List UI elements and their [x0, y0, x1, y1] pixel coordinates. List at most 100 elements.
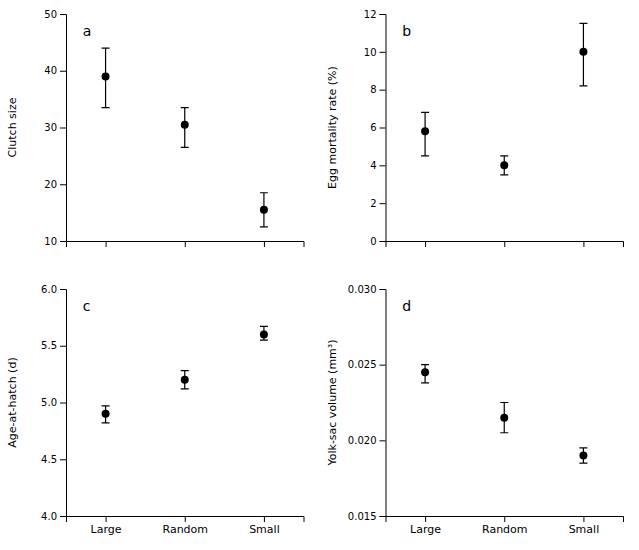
y-tick-label: 20: [44, 179, 57, 190]
error-cap-upper: [579, 23, 587, 24]
error-cap-lower: [260, 226, 268, 227]
x-axis: Large Random Small: [386, 516, 624, 536]
point: [421, 127, 429, 135]
error-cap-lower: [421, 155, 429, 156]
error-cap-upper: [181, 370, 189, 371]
y-tick-label: 2: [370, 198, 376, 209]
y-tick-label: 10: [44, 236, 57, 247]
error-cap-upper: [500, 402, 508, 403]
y-tick-mark: [60, 14, 66, 15]
y-tick-label: 12: [364, 9, 377, 20]
error-cap-upper: [260, 326, 268, 327]
point: [421, 368, 429, 376]
y-tick-mark: [60, 346, 66, 347]
y-tick-label: 50: [44, 9, 57, 20]
error-cap-lower: [579, 85, 587, 86]
x-tick-mark: [425, 516, 426, 522]
error-cap-upper: [421, 364, 429, 365]
y-tick-mark: [380, 90, 386, 91]
y-tick: 0.030: [348, 284, 386, 295]
y-tick: 10: [44, 236, 66, 247]
error-cap-lower: [102, 107, 110, 108]
marks: [421, 365, 587, 463]
y-tick-mark: [380, 440, 386, 441]
error-cap-upper: [181, 107, 189, 108]
y-tick-label: 0: [370, 236, 376, 247]
y-tick-label: 0.025: [348, 359, 377, 370]
y-tick-mark: [60, 459, 66, 460]
axis-line: [67, 517, 305, 523]
y-tick: 20: [44, 179, 66, 190]
y-tick: 30: [44, 122, 66, 133]
y-tick: 40: [44, 65, 66, 76]
y-tick-mark: [380, 52, 386, 53]
x-tick-mark: [264, 516, 265, 522]
y-tick-mark: [60, 71, 66, 72]
x-tick: Random: [482, 516, 528, 536]
error-cap-lower: [102, 422, 110, 423]
panel-label: b: [402, 23, 411, 39]
x-tick-label: Random: [482, 523, 528, 536]
y-axis-title: Yolk-sac volume (mm³): [326, 339, 339, 466]
y-tick: 2: [370, 198, 385, 209]
y-tick: 4.5: [41, 454, 66, 465]
error-cap-upper: [421, 112, 429, 113]
y-tick-label: 4.5: [41, 454, 57, 465]
point: [260, 206, 268, 214]
x-tick-mark: [185, 241, 186, 247]
panel-label: a: [83, 23, 92, 39]
y-tick-label: 6: [370, 122, 376, 133]
x-tick: [264, 241, 265, 247]
x-tick-label: Large: [410, 523, 441, 536]
y-tick-label: 5.5: [41, 340, 57, 351]
point: [579, 48, 587, 56]
axis-line: [380, 290, 387, 517]
panel: LargeRandomSmall4.04.55.05.56.0cAge-at-h…: [6, 284, 304, 536]
marks: [102, 48, 268, 227]
y-axis: 0.015 0.020 0.025 0.030: [348, 284, 386, 522]
x-tick-mark: [583, 241, 584, 247]
y-tick-mark: [60, 403, 66, 404]
axis-line: [60, 15, 67, 242]
x-tick: Small: [249, 516, 280, 536]
x-tick-label: Small: [249, 523, 280, 536]
error-cap-upper: [102, 405, 110, 406]
y-axis-title: Age-at-hatch (d): [6, 357, 19, 447]
x-axis: LargeRandomSmall: [67, 516, 305, 536]
y-tick-mark: [380, 165, 386, 166]
error-cap-upper: [102, 47, 110, 48]
error-cap-lower: [500, 174, 508, 175]
x-tick-mark: [264, 241, 265, 247]
panel-label: c: [83, 298, 91, 314]
y-axis-title: Egg mortality rate (%): [326, 66, 339, 189]
x-tick-mark: [106, 241, 107, 247]
error-cap-lower: [421, 382, 429, 383]
y-tick-mark: [380, 241, 386, 242]
point: [102, 410, 110, 418]
x-tick-label: Small: [569, 523, 600, 536]
axis-line: [386, 242, 624, 248]
axis-line: [386, 517, 624, 523]
y-tick: 6: [370, 122, 385, 133]
x-tick: Large: [410, 516, 441, 536]
y-axis: 024681012: [364, 9, 386, 247]
x-tick-mark: [504, 241, 505, 247]
y-tick: 0.025: [348, 359, 386, 370]
error-cap-lower: [181, 388, 189, 389]
point: [102, 72, 110, 80]
panel-label: d: [402, 298, 411, 314]
axis-line: [67, 242, 305, 248]
y-tick: 8: [370, 84, 385, 95]
y-tick: 4.0: [41, 511, 66, 522]
y-tick-mark: [380, 14, 386, 15]
x-tick: [425, 241, 426, 247]
y-tick-label: 0.030: [348, 284, 377, 295]
y-tick: 5.5: [41, 340, 66, 351]
y-tick-label: 4.0: [41, 511, 57, 522]
point: [181, 121, 189, 129]
y-tick: 5.0: [41, 397, 66, 408]
error-cap-lower: [500, 432, 508, 433]
y-tick: 0.020: [348, 435, 386, 446]
y-tick: 0.015: [348, 511, 386, 522]
x-tick: Small: [569, 516, 600, 536]
